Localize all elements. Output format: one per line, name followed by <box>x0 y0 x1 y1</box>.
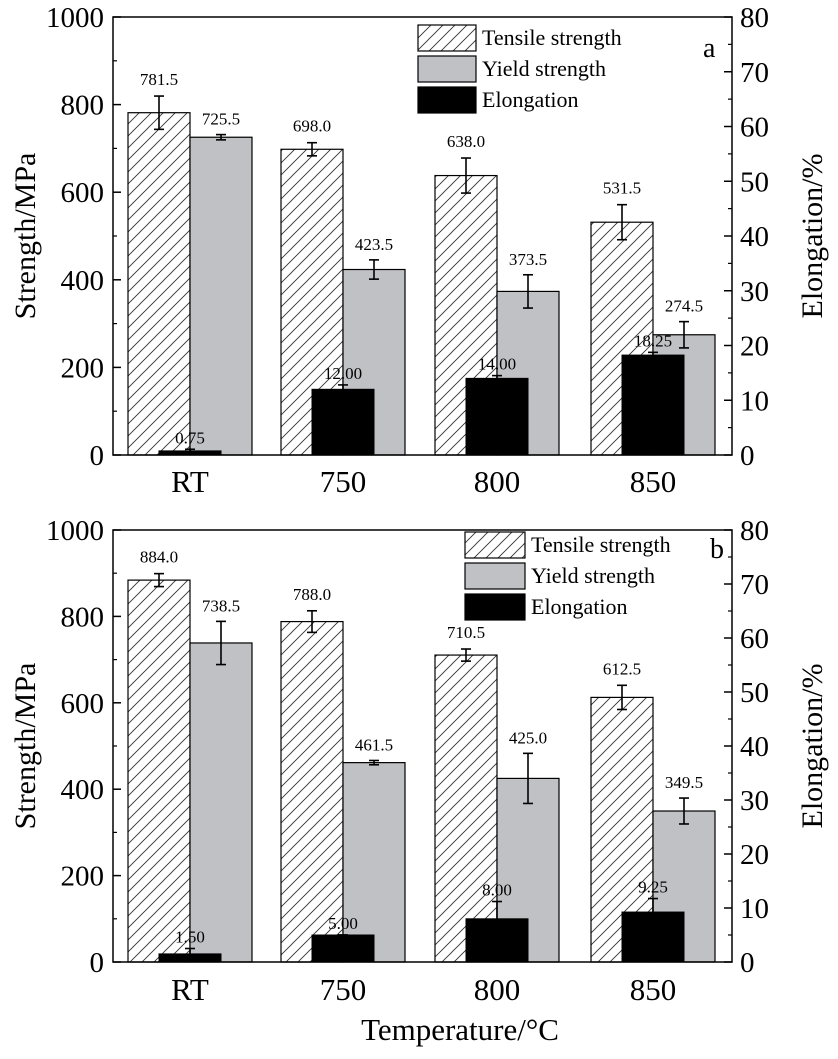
x-axis-tick-label: RT <box>171 464 209 499</box>
yield-strength-bar <box>189 136 253 456</box>
yield-strength-data-label: 425.0 <box>509 728 547 747</box>
legend-swatch-tensile-strength <box>417 24 477 52</box>
legend-entry-label: Elongation <box>531 594 628 619</box>
tensile-strength-data-label: 531.5 <box>603 179 641 198</box>
left-axis-tick-label: 1000 <box>46 2 104 34</box>
x-axis-tick-label: 850 <box>630 464 677 499</box>
tensile-strength-data-label: 612.5 <box>603 659 641 678</box>
x-axis-tick-label: 850 <box>630 972 677 1007</box>
right-axis-tick-label: 10 <box>740 893 769 925</box>
left-axis-title: Strength/MPa <box>9 663 42 830</box>
right-axis-tick-label: 60 <box>740 623 769 655</box>
right-axis-tick-label: 30 <box>740 785 769 817</box>
right-axis-tick-label: 40 <box>740 221 769 253</box>
tensile-strength-data-label: 884.0 <box>140 548 178 567</box>
yield-strength-data-label: 349.5 <box>665 773 703 792</box>
right-axis-tick-label: 70 <box>740 569 769 601</box>
right-axis-tick-label: 0 <box>740 440 755 472</box>
yield-strength-data-label: 738.5 <box>202 596 240 615</box>
yield-strength-data-label: 274.5 <box>665 297 703 316</box>
elongation-data-label: 18.25 <box>634 331 672 350</box>
legend-entry-label: Yield strength <box>482 56 606 81</box>
legend-entry-label: Yield strength <box>531 563 655 588</box>
left-axis-tick-label: 400 <box>61 265 105 297</box>
right-axis-tick-label: 20 <box>740 839 769 871</box>
legend-entry-label: Tensile strength <box>482 25 622 50</box>
right-axis-tick-label: 0 <box>740 947 755 979</box>
tensile-strength-bar <box>127 112 191 456</box>
left-axis-tick-label: 600 <box>61 688 105 720</box>
left-axis-tick-label: 0 <box>90 947 105 979</box>
left-axis-tick-label: 0 <box>90 440 105 472</box>
legend-swatch-yield-strength <box>417 55 477 83</box>
yield-strength-data-label: 461.5 <box>355 735 393 754</box>
tensile-strength-data-label: 698.0 <box>293 117 331 136</box>
x-axis-tick-label: 750 <box>320 464 367 499</box>
right-axis-tick-label: 60 <box>740 112 769 144</box>
left-axis-title: Strength/MPa <box>9 153 42 320</box>
tensile-strength-data-label: 781.5 <box>140 70 178 89</box>
elongation-bar <box>311 388 375 456</box>
legend-swatch-tensile-strength <box>464 531 526 559</box>
elongation-data-label: 14.00 <box>478 355 516 374</box>
right-axis-tick-label: 70 <box>740 57 769 89</box>
right-axis-tick-label: 30 <box>740 276 769 308</box>
right-axis-title: Elongation/% <box>796 664 829 829</box>
panel-label: b <box>710 534 724 565</box>
right-axis-tick-label: 50 <box>740 166 769 198</box>
left-axis-tick-label: 600 <box>61 177 105 209</box>
right-axis-tick-label: 80 <box>740 515 769 547</box>
x-axis-tick-label: 800 <box>474 464 521 499</box>
right-axis-tick-label: 50 <box>740 677 769 709</box>
left-axis-tick-label: 200 <box>61 861 105 893</box>
x-axis-tick-label: 750 <box>320 972 367 1007</box>
x-axis-tick-label: 800 <box>474 972 521 1007</box>
right-axis-tick-label: 10 <box>740 385 769 417</box>
tensile-strength-data-label: 710.5 <box>447 623 485 642</box>
elongation-data-label: 0.75 <box>175 428 205 447</box>
elongation-bar <box>465 377 529 456</box>
elongation-data-label: 8.00 <box>482 881 512 900</box>
legend-swatch-yield-strength <box>464 562 526 590</box>
left-axis-tick-label: 800 <box>61 601 105 633</box>
left-axis-tick-label: 400 <box>61 774 105 806</box>
left-axis-tick-label: 200 <box>61 352 105 384</box>
yield-strength-data-label: 373.5 <box>509 250 547 269</box>
tensile-strength-bar <box>434 654 498 963</box>
tensile-strength-bar <box>280 620 344 963</box>
legend-swatch-elongation <box>464 593 526 621</box>
yield-strength-bar <box>189 642 253 963</box>
yield-strength-data-label: 423.5 <box>355 235 393 254</box>
legend-swatch-elongation <box>417 86 477 114</box>
elongation-data-label: 5.00 <box>328 914 358 933</box>
x-axis-title: Temperature/°C <box>361 1012 559 1047</box>
left-axis-tick-label: 1000 <box>46 515 104 547</box>
elongation-data-label: 1.50 <box>175 928 205 947</box>
x-axis-tick-label: RT <box>171 972 209 1007</box>
elongation-data-label: 12.00 <box>324 364 362 383</box>
legend-entry-label: Elongation <box>482 87 579 112</box>
right-axis-tick-label: 80 <box>740 2 769 34</box>
right-axis-tick-label: 40 <box>740 731 769 763</box>
tensile-strength-data-label: 638.0 <box>447 132 485 151</box>
legend-entry-label: Tensile strength <box>531 532 671 557</box>
right-axis-title: Elongation/% <box>796 154 829 319</box>
tensile-strength-data-label: 788.0 <box>293 585 331 604</box>
right-axis-tick-label: 20 <box>740 331 769 363</box>
panel-label: a <box>703 33 716 64</box>
left-axis-tick-label: 800 <box>61 90 105 122</box>
elongation-data-label: 9.25 <box>638 878 668 897</box>
yield-strength-bar <box>342 762 406 963</box>
yield-strength-data-label: 725.5 <box>202 110 240 129</box>
tensile-strength-bar <box>127 579 191 963</box>
elongation-bar <box>621 354 685 456</box>
